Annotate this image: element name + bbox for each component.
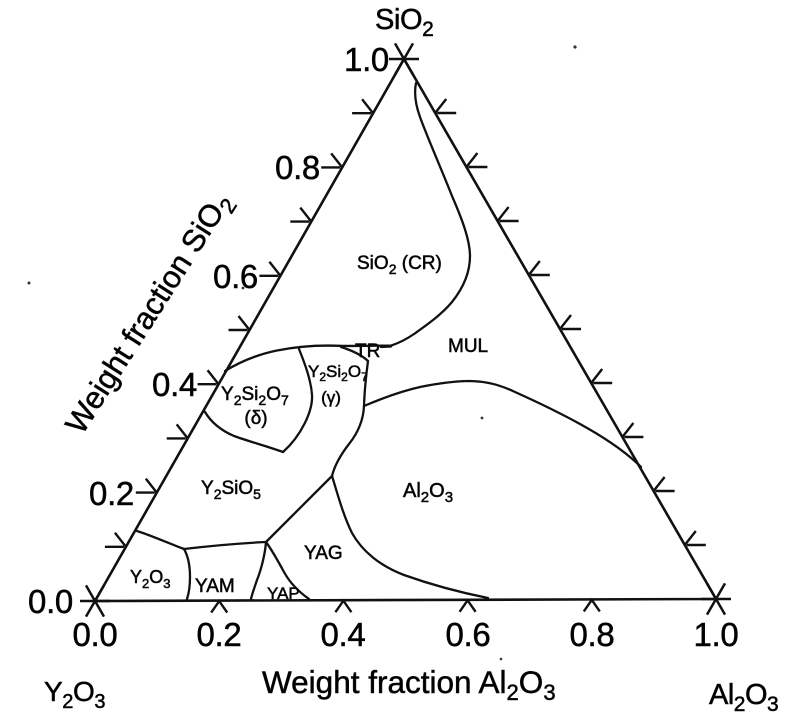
svg-text:1.0: 1.0 (694, 616, 739, 653)
svg-text:0.0: 0.0 (73, 616, 118, 653)
svg-text:1.0: 1.0 (344, 41, 389, 78)
svg-text:0.6: 0.6 (446, 616, 491, 653)
svg-text:Y2Si2O7: Y2Si2O7 (221, 384, 289, 408)
svg-text:0.4: 0.4 (321, 616, 366, 653)
svg-text:0.2: 0.2 (197, 616, 242, 653)
svg-text:TR: TR (355, 341, 380, 362)
svg-text:Y2Si2O7: Y2Si2O7 (308, 362, 368, 384)
svg-text:0.8: 0.8 (275, 149, 320, 186)
svg-text:(γ): (γ) (321, 388, 341, 407)
svg-text:YAP: YAP (267, 584, 300, 603)
svg-text:0.8: 0.8 (570, 616, 615, 653)
svg-text:0.4: 0.4 (152, 366, 197, 403)
svg-text:YAG: YAG (304, 543, 343, 564)
svg-text:MUL: MUL (448, 336, 488, 357)
svg-text:YAM: YAM (195, 576, 235, 597)
svg-text:0.2: 0.2 (89, 475, 134, 512)
svg-text:0.6: 0.6 (213, 258, 258, 295)
svg-text:Y2SiO5: Y2SiO5 (201, 478, 261, 502)
svg-text:SiO2 (CR): SiO2 (CR) (357, 253, 442, 277)
svg-text:0.0: 0.0 (28, 583, 73, 620)
svg-text:(δ): (δ) (244, 408, 267, 429)
